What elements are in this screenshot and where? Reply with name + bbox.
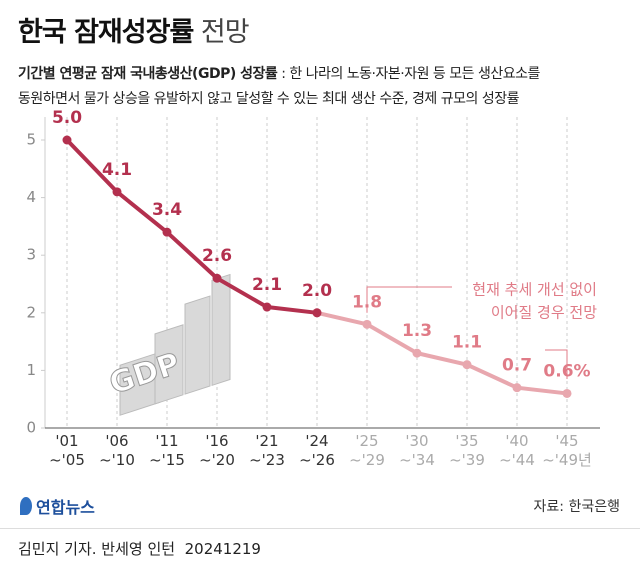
- point: [212, 273, 222, 283]
- point: [162, 227, 172, 237]
- value-label: 1.3: [402, 321, 432, 341]
- y-tick-label: 4: [26, 188, 36, 206]
- value-label: 0.6%: [543, 361, 590, 381]
- value-label: 0.7: [502, 356, 532, 376]
- title-suffix: 전망: [200, 17, 250, 48]
- y-tick-label: 0: [26, 419, 36, 437]
- point: [262, 302, 272, 312]
- y-tick-label: 1: [26, 361, 36, 379]
- subtitle-line: 기간별 연평균 잠재 국내총생산(GDP) 성장률 : 한 나라의 노동·자본·…: [18, 62, 540, 87]
- x-tick-label: '16 ~'20: [199, 432, 235, 469]
- point: [312, 308, 322, 318]
- y-tick-label: 3: [26, 246, 36, 264]
- point: [562, 388, 572, 398]
- x-tick-label: '25 ~'29: [349, 432, 385, 469]
- x-tick-label: '06 ~'10: [99, 432, 135, 469]
- value-label: 1.8: [352, 292, 382, 312]
- x-tick-label: '24 ~'26: [299, 432, 335, 469]
- value-label: 5.0: [52, 108, 82, 128]
- icon-block: [211, 273, 231, 387]
- subtitle-label: 기간별 연평균 잠재 국내총생산(GDP) 성장률: [18, 66, 278, 82]
- point: [62, 135, 72, 145]
- value-label: 1.1: [452, 333, 482, 353]
- logo: 연합뉴스: [20, 494, 95, 518]
- y-tick-label: 5: [26, 131, 36, 149]
- x-tick-label: '30 ~'34: [399, 432, 435, 469]
- value-label: 4.1: [102, 160, 132, 180]
- description: 동원하면서 물가 상승을 유발하지 않고 달성할 수 있는 최대 생산 수준, …: [18, 91, 519, 107]
- gdp-icon: [119, 273, 231, 416]
- value-label: 3.4: [152, 200, 182, 220]
- divider: [0, 528, 640, 529]
- source: 자료: 한국은행: [533, 499, 620, 515]
- annotation: 현재 추세 개선 없이: [472, 281, 597, 299]
- point: [462, 360, 472, 370]
- x-tick-label: '35 ~'39: [449, 432, 485, 469]
- line: [316, 310, 568, 396]
- annotation: 이어질 경우 전망: [491, 304, 597, 322]
- credit: 김민지 기자. 반세영 인턴 20241219: [18, 540, 261, 558]
- logo-text: 연합뉴스: [36, 498, 95, 517]
- logo-icon: [20, 497, 32, 515]
- value-label: 2.1: [252, 275, 282, 295]
- line: [65, 138, 318, 315]
- value-label: 2.0: [302, 281, 332, 301]
- y-tick-label: 2: [26, 303, 36, 321]
- icon-block: [154, 324, 184, 405]
- x-tick-label: '40 ~'44: [499, 432, 535, 469]
- x-tick-label: '21 ~'23: [249, 432, 285, 469]
- point: [112, 187, 122, 197]
- point: [512, 383, 522, 393]
- bracket: [366, 286, 568, 380]
- point: [362, 319, 372, 329]
- title-block: 한국 잠재성장률 전망: [18, 10, 250, 49]
- x-tick-label: '11 ~'15: [149, 432, 185, 469]
- chart-title: 한국 잠재성장률: [18, 17, 194, 48]
- icon-block: [184, 295, 211, 395]
- description: : 한 나라의 노동·자본·자원 등 모든 생산요소를: [281, 66, 540, 82]
- subtitle: 기간별 연평균 잠재 국내총생산(GDP) 성장률 : 한 나라의 노동·자본·…: [18, 62, 540, 112]
- x-tick-label: '01 ~'05: [49, 432, 85, 469]
- point: [412, 348, 422, 358]
- value-label: 2.6: [202, 246, 232, 266]
- x-tick-label: '45 ~'49년: [542, 432, 592, 469]
